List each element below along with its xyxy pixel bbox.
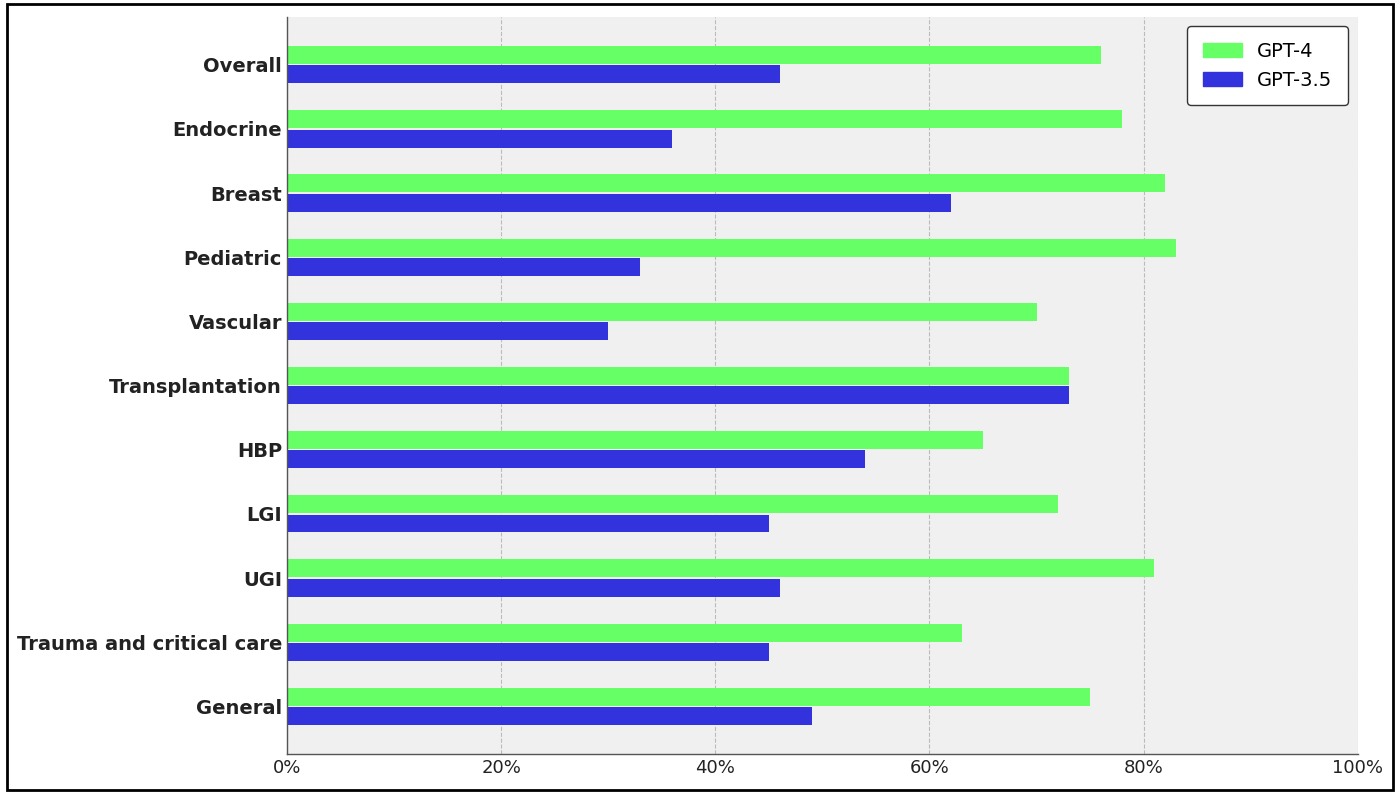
Bar xyxy=(287,643,769,661)
Bar xyxy=(287,110,1123,129)
Bar xyxy=(287,65,780,83)
Bar xyxy=(287,367,1068,385)
Bar xyxy=(287,707,812,725)
Bar xyxy=(287,431,983,449)
Bar xyxy=(287,560,1155,577)
Bar xyxy=(287,303,1036,321)
Bar xyxy=(287,46,1100,64)
Bar xyxy=(287,495,1058,513)
Bar xyxy=(287,239,1176,256)
Bar xyxy=(287,623,962,642)
Bar xyxy=(287,579,780,596)
Bar xyxy=(287,258,640,276)
Bar xyxy=(287,386,1068,404)
Bar xyxy=(287,194,951,212)
Bar xyxy=(287,450,865,468)
Bar xyxy=(287,175,1165,192)
Bar xyxy=(287,322,608,340)
Bar xyxy=(287,515,769,533)
Legend: GPT-4, GPT-3.5: GPT-4, GPT-3.5 xyxy=(1187,26,1348,106)
Bar xyxy=(287,129,672,148)
Bar xyxy=(287,688,1091,706)
